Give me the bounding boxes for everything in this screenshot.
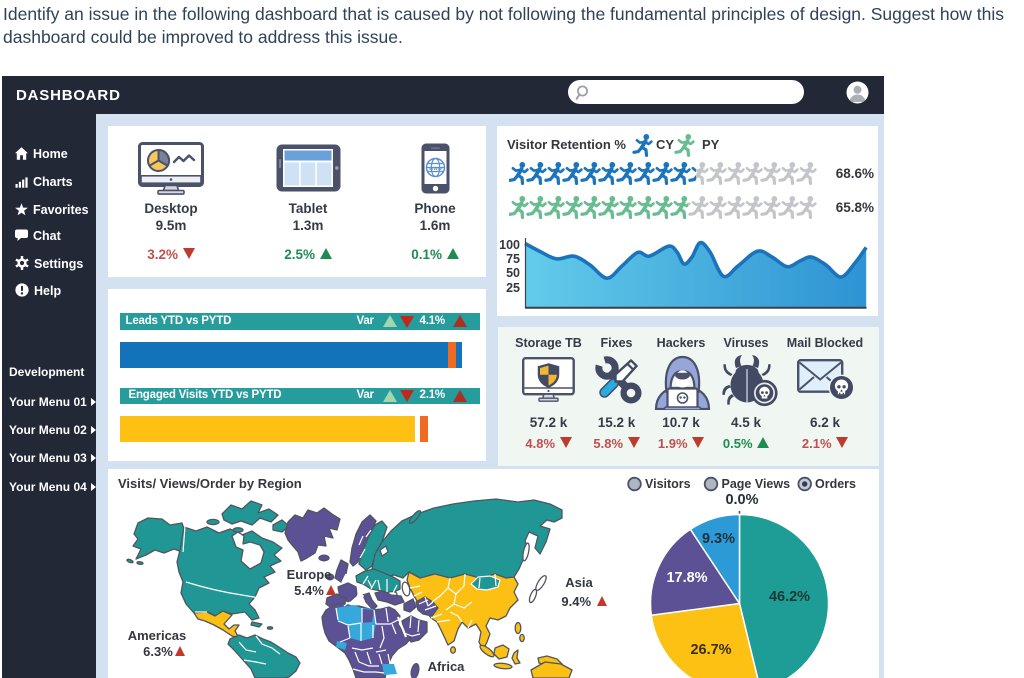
svg-text:WWW: WWW — [429, 166, 443, 171]
